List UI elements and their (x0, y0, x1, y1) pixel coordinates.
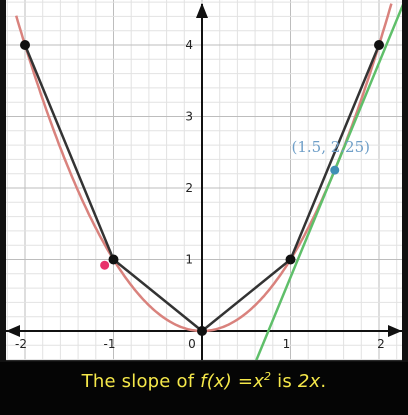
x-tick-label: -2 (15, 337, 27, 351)
x-tick-label: -1 (104, 337, 116, 351)
x-tick-label: 2 (377, 337, 385, 351)
points-group (20, 40, 384, 336)
x-axis-arrow-right (388, 325, 402, 337)
pink-marker-point (100, 260, 110, 270)
vertex-point (374, 40, 384, 50)
caption-pre: The slope of (81, 371, 201, 392)
caption: The slope of f(x) =x2 is 2x. (0, 370, 408, 392)
y-tick-label: 4 (185, 38, 193, 52)
vertex-point (20, 40, 30, 50)
caption-mid: is (271, 371, 298, 392)
y-axis-arrow (196, 3, 208, 18)
vertex-point (285, 254, 296, 265)
vertex-point (197, 326, 207, 336)
tangent-point (330, 165, 340, 175)
labels-group: -2 -1 0 1 2 1 2 3 4 (1.5, 2.25) (15, 38, 385, 351)
point-annotation: (1.5, 2.25) (292, 138, 371, 156)
caption-bar (0, 362, 408, 415)
caption-function: f(x) =x (200, 371, 265, 392)
caption-derivative: 2x (297, 371, 321, 392)
tangent-line (255, 3, 402, 360)
x-axis-arrow-left (6, 325, 20, 337)
x-tick-label: 1 (283, 337, 291, 351)
y-tick-label: 2 (185, 181, 193, 195)
y-tick-label: 3 (185, 110, 193, 124)
plot-area (6, 0, 402, 360)
caption-end: . (320, 371, 327, 392)
y-tick-label: 1 (185, 253, 193, 267)
grid (6, 0, 402, 361)
caption-exponent: 2 (264, 370, 272, 383)
vertex-point (108, 254, 119, 265)
x-tick-label: 0 (188, 337, 196, 351)
